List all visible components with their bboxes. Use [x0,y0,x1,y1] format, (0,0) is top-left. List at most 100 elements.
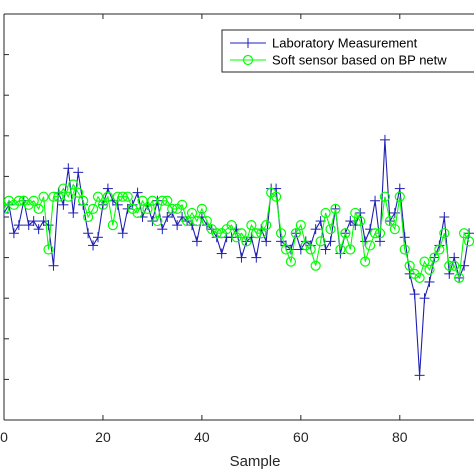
data-point-circle [92,191,104,202]
data-point-plus [58,199,69,210]
data-point-circle [117,191,128,202]
data-point-circle [434,244,445,255]
legend: Laboratory Measurement Soft sensor based … [221,29,474,73]
data-point-circle [102,191,113,202]
x-tick-label: 80 [392,429,408,445]
data-point-plus [8,228,19,239]
data-point-circle [181,215,193,227]
series-area [4,134,474,381]
data-point-plus [236,252,247,263]
data-point-circle [251,228,262,239]
data-point-plus [117,228,128,239]
data-point-circle [83,211,94,223]
data-point-circle [454,272,465,283]
data-point-circle [177,199,188,210]
data-point-circle [280,244,292,255]
data-point-plus [48,260,59,271]
data-point-plus [83,228,94,239]
data-point-plus [370,195,381,206]
data-point-circle [449,260,460,271]
series-line [4,183,470,279]
data-point-circle [226,220,237,231]
data-point-circle [137,195,148,206]
data-point-plus [162,212,173,222]
data-point-circle [167,203,178,214]
data-point-circle [285,256,297,267]
data-point-circle [355,215,366,227]
data-point-plus [310,224,321,235]
data-point-plus [88,240,99,251]
data-point-circle [13,195,24,206]
data-point-circle [147,195,158,206]
data-point-plus [23,220,34,231]
data-point-circle [186,207,198,219]
legend-label: Laboratory Measurement [272,36,418,51]
data-point-circle [424,264,435,275]
data-point-plus [191,236,202,247]
data-point-plus [132,187,143,198]
data-point-circle [261,220,272,231]
data-point-plus [13,220,24,231]
data-point-circle [73,187,84,198]
data-point-plus [379,134,390,145]
data-point-circle [325,224,336,235]
data-point-circle [241,236,252,247]
data-point-circle [196,203,207,214]
data-point-circle [404,260,415,271]
data-point-plus [419,293,430,304]
data-point-circle [152,215,163,227]
data-point-plus [28,216,39,227]
data-point-plus [157,224,168,235]
data-point-plus [389,207,400,218]
data-point-circle [444,260,455,271]
data-point-plus [43,220,54,231]
data-point-circle [191,215,203,227]
data-point-circle [295,220,306,231]
data-point-plus [261,236,272,247]
x-tick-label: 20 [95,429,111,445]
data-point-circle [345,244,356,255]
data-point-circle [201,215,212,227]
data-point-circle [330,203,341,214]
data-point-circle [142,203,153,214]
data-point-circle [340,228,351,239]
data-point-plus [409,289,420,300]
data-point-circle [162,195,173,206]
legend-entry: Soft sensor based on BP netw [230,53,447,68]
data-point-circle [275,228,287,239]
data-point-circle [112,191,123,202]
data-point-plus [38,216,49,227]
data-point-circle [439,228,450,239]
data-point-plus [325,236,336,247]
data-point-circle [246,220,257,231]
data-point-circle [350,207,361,219]
x-tick-label: 40 [194,429,210,445]
data-point-plus [63,163,74,174]
data-point-circle [211,228,222,239]
data-point-circle [58,183,69,194]
data-point-circle [320,207,331,219]
data-point-circle [360,256,371,267]
data-point-circle [38,191,49,202]
data-point-circle [394,191,405,202]
x-axis-label: Sample [230,453,281,470]
data-point-circle [379,191,391,202]
data-point-plus [320,244,331,255]
data-point-plus [439,212,450,222]
data-point-plus [172,220,183,231]
data-point-circle [122,191,133,202]
data-point-plus [251,252,262,263]
x-tick-label: 60 [293,429,309,445]
ticks: 0 20 40 60 80 [0,13,408,445]
data-point-circle [33,203,44,214]
series-soft-sensor [4,179,474,283]
data-point-plus [93,232,103,243]
data-point-circle [310,260,321,271]
data-point-circle [87,203,99,214]
data-point-circle [429,252,440,263]
data-point-circle [63,191,74,202]
data-point-circle [365,240,376,251]
x-tick-label: 0 [0,429,8,445]
legend-box [221,29,474,73]
